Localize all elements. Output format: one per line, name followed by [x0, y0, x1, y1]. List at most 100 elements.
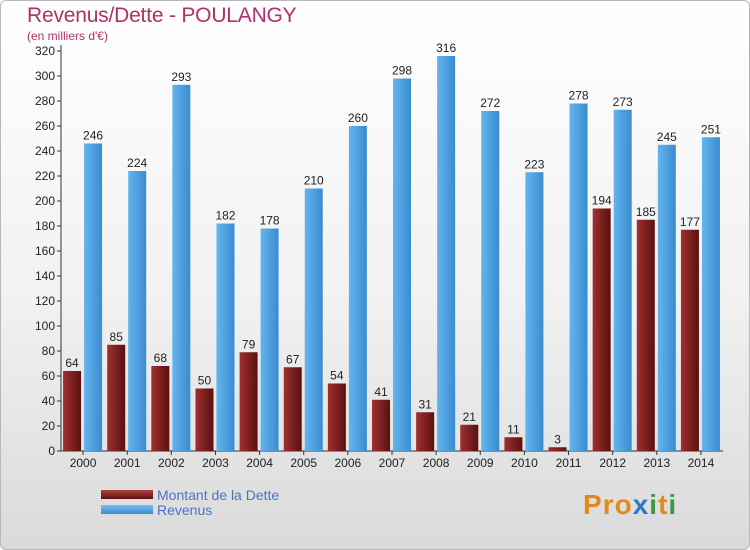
legend-item-dette: Montant de la Dette — [101, 486, 280, 503]
y-tick-label: 260 — [35, 119, 55, 133]
brand-logo: Proxiti — [583, 489, 678, 520]
data-label-dette: 185 — [636, 205, 656, 219]
y-tick-label: 320 — [35, 44, 55, 58]
legend-swatch-revenus — [101, 505, 153, 514]
bar-revenus — [701, 137, 720, 451]
bar-revenus — [348, 126, 367, 451]
x-tick-label: 2007 — [379, 456, 406, 470]
bar-dette — [504, 437, 523, 451]
bar-dette — [195, 388, 214, 451]
data-label-dette: 68 — [154, 351, 168, 365]
data-label-revenus: 298 — [392, 64, 412, 78]
data-label-revenus: 182 — [215, 209, 235, 223]
data-label-revenus: 251 — [701, 122, 721, 136]
data-label-revenus: 224 — [127, 156, 147, 170]
data-label-dette: 67 — [286, 352, 300, 366]
chart-title: Revenus/Dette - POULANGY — [27, 4, 297, 27]
y-tick-label: 140 — [35, 269, 55, 283]
y-tick-label: 40 — [42, 394, 56, 408]
data-label-revenus: 210 — [304, 174, 324, 188]
x-tick-label: 2012 — [599, 456, 626, 470]
data-label-revenus: 273 — [613, 95, 633, 109]
data-label-revenus: 245 — [657, 130, 677, 144]
legend-swatch-dette — [101, 490, 153, 499]
bar-revenus — [481, 111, 500, 451]
y-tick-label: 180 — [35, 219, 55, 233]
x-tick-label: 2003 — [202, 456, 229, 470]
bar-dette — [416, 412, 435, 451]
data-label-revenus: 278 — [569, 89, 589, 103]
y-tick-label: 20 — [42, 419, 56, 433]
bar-dette — [151, 366, 170, 451]
data-label-dette: 50 — [198, 374, 212, 388]
data-label-dette: 79 — [242, 337, 256, 351]
y-tick-label: 220 — [35, 169, 55, 183]
y-tick-label: 60 — [42, 369, 56, 383]
bar-dette — [636, 219, 655, 451]
bar-dette — [548, 447, 567, 451]
x-tick-label: 2005 — [290, 456, 317, 470]
bar-dette — [372, 399, 390, 451]
bar-dette — [63, 371, 82, 451]
legend-label-dette: Montant de la Dette — [157, 486, 280, 503]
x-tick-label: 2011 — [556, 456, 582, 470]
data-label-dette: 21 — [463, 410, 477, 424]
x-tick-label: 2014 — [688, 456, 715, 470]
legend-item-revenus: Revenus — [101, 501, 279, 518]
x-tick-label: 2010 — [511, 456, 538, 470]
data-label-revenus: 178 — [260, 214, 280, 228]
y-tick-label: 240 — [35, 144, 55, 158]
data-label-dette: 194 — [592, 194, 612, 208]
bar-dette — [327, 383, 346, 451]
bar-revenus — [216, 223, 235, 451]
bar-revenus — [569, 103, 588, 451]
data-label-revenus: 272 — [480, 96, 500, 110]
x-tick-label: 2004 — [246, 456, 273, 470]
data-label-dette: 31 — [418, 397, 432, 411]
bar-dette — [107, 344, 126, 451]
data-label-revenus: 260 — [348, 111, 368, 125]
bar-revenus — [128, 171, 147, 451]
data-label-revenus: 316 — [436, 41, 456, 55]
x-tick-label: 2009 — [467, 456, 494, 470]
bar-dette — [680, 229, 699, 451]
x-tick-label: 2001 — [114, 456, 141, 470]
bar-revenus — [437, 56, 456, 451]
bar-revenus — [525, 172, 544, 451]
bar-dette — [592, 208, 611, 451]
y-tick-label: 80 — [42, 344, 56, 358]
y-tick-label: 120 — [35, 294, 55, 308]
bar-revenus — [613, 109, 632, 451]
bar-revenus — [657, 144, 676, 451]
y-tick-label: 280 — [35, 94, 55, 108]
bar-dette — [283, 367, 302, 451]
x-tick-label: 2013 — [643, 456, 670, 470]
data-label-revenus: 246 — [83, 129, 103, 143]
data-label-dette: 64 — [65, 356, 79, 370]
bar-revenus — [304, 188, 323, 451]
data-label-dette: 3 — [554, 432, 561, 446]
data-label-dette: 177 — [680, 215, 700, 229]
bar-revenus — [84, 143, 103, 451]
data-label-dette: 85 — [110, 330, 124, 344]
y-tick-label: 300 — [35, 69, 55, 83]
y-tick-label: 160 — [35, 244, 55, 258]
y-tick-label: 200 — [35, 194, 55, 208]
legend-label-revenus: Revenus — [157, 501, 213, 518]
y-tick-label: 0 — [48, 444, 55, 458]
bar-revenus — [172, 84, 191, 451]
bar-revenus — [393, 78, 411, 451]
data-label-revenus: 293 — [171, 70, 191, 84]
x-tick-label: 2006 — [335, 456, 362, 470]
data-label-dette: 11 — [507, 422, 520, 436]
chart-subtitle: (en milliers d'€) — [27, 29, 108, 43]
data-label-dette: 54 — [330, 369, 344, 383]
bar-dette — [460, 424, 479, 451]
bar-revenus — [260, 228, 279, 451]
x-tick-label: 2000 — [70, 456, 97, 470]
bar-dette — [239, 352, 258, 451]
legend: Montant de la Dette Revenus — [101, 486, 280, 518]
data-label-revenus: 223 — [524, 157, 544, 171]
